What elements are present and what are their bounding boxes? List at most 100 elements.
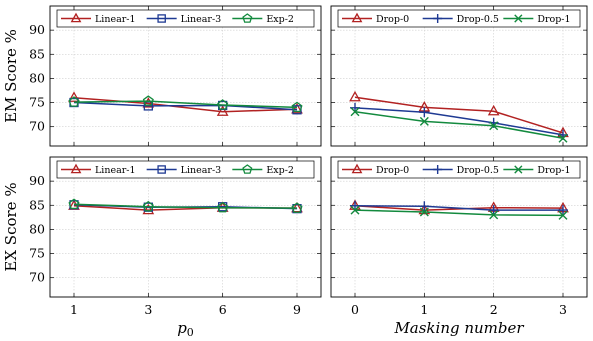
series-Exp-2 bbox=[68, 198, 303, 213]
legend-marker bbox=[70, 163, 82, 174]
legend-marker bbox=[242, 13, 253, 23]
data-point bbox=[142, 203, 155, 215]
legend-label: Linear-1 bbox=[95, 165, 136, 176]
series-Linear-1 bbox=[68, 91, 303, 116]
axes-frame bbox=[330, 156, 588, 298]
x-tick-label: 3 bbox=[144, 302, 152, 317]
y-tick-label: 80 bbox=[29, 221, 45, 236]
series-line bbox=[73, 101, 298, 111]
data-point bbox=[489, 210, 499, 220]
series-line bbox=[354, 205, 563, 211]
series-Drop-0 bbox=[349, 199, 569, 215]
axes-frame bbox=[49, 156, 322, 298]
axes-frame bbox=[49, 5, 322, 147]
x-axis-label: p0 bbox=[177, 319, 194, 339]
y-tick-label: 70 bbox=[29, 119, 45, 134]
legend-box bbox=[337, 160, 581, 179]
series-line bbox=[354, 96, 564, 134]
legend-label: Drop-0 bbox=[376, 14, 409, 25]
legend-label: Drop-1 bbox=[537, 165, 570, 176]
data-point bbox=[350, 200, 360, 211]
legend: Linear-1 Linear-3 Exp-2 bbox=[56, 160, 315, 179]
legend-label: Drop-0.5 bbox=[457, 165, 499, 176]
legend: Linear-1 Linear-3 Exp-2 bbox=[56, 9, 315, 28]
data-point bbox=[216, 105, 229, 116]
x-tick-label: 2 bbox=[490, 302, 498, 317]
axes-frame bbox=[330, 5, 588, 147]
series-Drop-1 bbox=[350, 107, 568, 143]
data-point bbox=[419, 201, 430, 212]
chart-panel-top-left: 70 75 80 85 90 Linear-1 Linear-3 Exp-2 EM Score … bbox=[2, 5, 322, 147]
data-point bbox=[350, 205, 360, 215]
y-tick-label: 80 bbox=[29, 70, 45, 85]
legend-marker bbox=[351, 12, 363, 23]
legend: Drop-0 Drop-0.5 Drop-1 bbox=[337, 160, 581, 179]
series-Drop-1 bbox=[350, 205, 568, 220]
x-tick-label: 1 bbox=[420, 302, 428, 317]
legend-label: Linear-3 bbox=[181, 14, 222, 25]
series-line bbox=[354, 107, 564, 136]
legend-label: Drop-0.5 bbox=[457, 14, 499, 25]
legend-label: Exp-2 bbox=[266, 165, 294, 176]
legend-label: Drop-0 bbox=[376, 165, 409, 176]
data-point bbox=[291, 202, 303, 213]
series-line bbox=[73, 100, 298, 109]
x-tick-label: 6 bbox=[219, 302, 227, 317]
legend-marker bbox=[433, 14, 443, 23]
data-point bbox=[68, 198, 80, 210]
x-tick-label: 9 bbox=[293, 302, 301, 317]
data-point bbox=[143, 101, 153, 111]
y-axis-label: EX Score % bbox=[2, 182, 20, 271]
chart-panel-bottom-right: 0 1 2 3 Drop-0 Drop-0.5 Drop-1 Masking number bbox=[330, 156, 588, 337]
data-point bbox=[419, 207, 429, 217]
legend-marker bbox=[514, 14, 523, 23]
data-point bbox=[558, 205, 568, 216]
y-tick-label: 75 bbox=[29, 95, 45, 110]
data-point bbox=[349, 90, 361, 102]
legend-label: Drop-1 bbox=[537, 14, 570, 25]
data-point bbox=[419, 107, 430, 118]
y-axis-label: EM Score % bbox=[2, 29, 20, 123]
y-tick-label: 90 bbox=[29, 173, 45, 188]
legend-marker bbox=[351, 163, 363, 174]
chart-panel-top-right: Drop-0 Drop-0.5 Drop-1 bbox=[330, 5, 588, 147]
x-tick-label: 0 bbox=[351, 302, 359, 317]
data-point bbox=[350, 107, 360, 117]
series-line bbox=[73, 203, 298, 209]
y-tick-label: 85 bbox=[29, 46, 45, 61]
legend-marker bbox=[70, 12, 82, 23]
series-line bbox=[354, 209, 564, 217]
series-line bbox=[73, 96, 298, 113]
data-point bbox=[68, 91, 80, 102]
data-point bbox=[291, 101, 303, 113]
series-Exp-2 bbox=[68, 95, 303, 113]
series-Drop-0.5 bbox=[350, 102, 568, 140]
x-tick-label: 1 bbox=[70, 302, 78, 317]
legend-marker bbox=[433, 165, 443, 174]
y-tick-label: 90 bbox=[29, 22, 45, 37]
y-tick-label: 85 bbox=[29, 197, 45, 212]
x-axis-label: Masking number bbox=[393, 319, 524, 337]
legend-box bbox=[337, 9, 581, 28]
legend-marker bbox=[157, 14, 166, 23]
chart-panel-bottom-left: 70 75 80 85 90 1 3 6 9 Linear-1 Linear-3 Exp-2 EX Sc… bbox=[2, 156, 322, 339]
data-point bbox=[142, 95, 154, 106]
legend-marker bbox=[157, 165, 166, 174]
legend-label: Exp-2 bbox=[266, 14, 294, 25]
data-point bbox=[217, 201, 229, 213]
series-line bbox=[354, 110, 564, 140]
legend-marker bbox=[242, 164, 253, 174]
legend: Drop-0 Drop-0.5 Drop-1 bbox=[337, 9, 581, 28]
legend-label: Linear-3 bbox=[181, 165, 222, 176]
data-point bbox=[487, 104, 500, 116]
series-Drop-0.5 bbox=[350, 200, 568, 216]
x-tick-label: 3 bbox=[559, 302, 567, 317]
y-tick-label: 70 bbox=[29, 270, 45, 285]
data-point bbox=[419, 116, 429, 126]
data-point bbox=[489, 121, 499, 131]
legend-marker bbox=[514, 165, 523, 174]
data-point bbox=[142, 200, 154, 212]
data-point bbox=[558, 210, 568, 220]
data-point bbox=[142, 97, 155, 108]
